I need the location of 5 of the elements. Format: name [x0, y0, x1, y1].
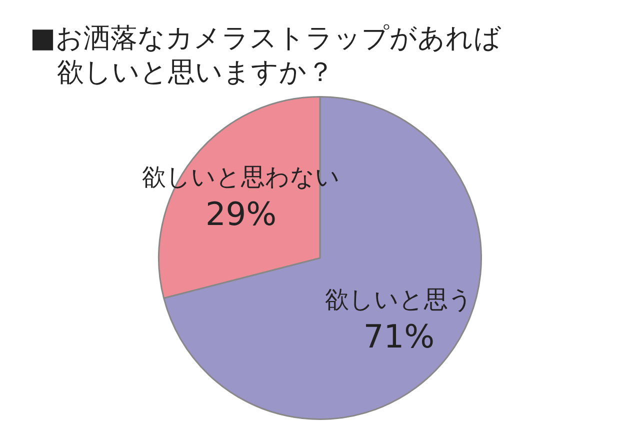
slice-label: 欲しいと思う: [324, 286, 473, 314]
slice-label: 欲しいと思わない: [142, 162, 340, 191]
data-label: 29%: [205, 195, 277, 234]
data-label: 71%: [363, 318, 435, 356]
chart-title: ■お洒落なカメラストラップがあれば欲しいと思いますか？: [30, 22, 503, 90]
